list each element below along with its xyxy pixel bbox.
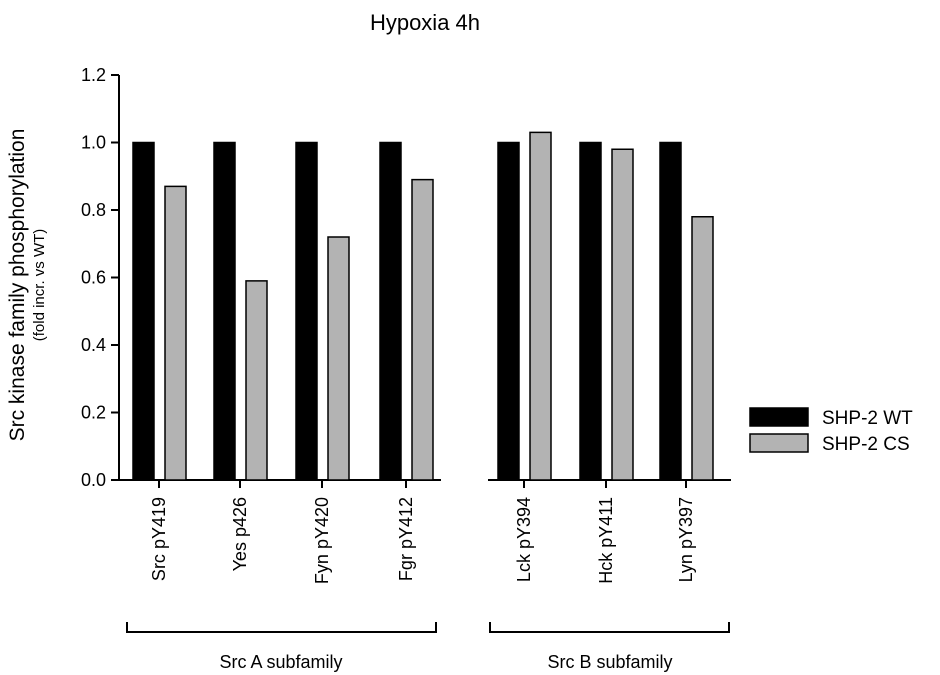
bar-shp2-cs xyxy=(164,185,187,481)
y-tick-label: 0.8 xyxy=(81,200,106,220)
bar-shp2-wt xyxy=(132,141,155,481)
x-axis xyxy=(119,479,731,488)
legend-label: SHP-2 CS xyxy=(822,434,910,455)
bar-shp2-cs xyxy=(327,236,350,481)
bar-shp2-wt xyxy=(659,141,682,481)
y-axis-sublabel: (fold incr. vs WT) xyxy=(31,229,48,342)
bar-shp2-wt xyxy=(295,141,318,481)
group-label: Src B subfamily xyxy=(547,652,672,672)
bar-shp2-wt xyxy=(579,141,602,481)
x-tick-label: Src pY419 xyxy=(149,497,169,581)
x-tick-labels: Src pY419 Yes p426 Fyn pY420 Fgr pY412 Lck p… xyxy=(149,497,696,584)
x-tick-label: Lck pY394 xyxy=(514,497,534,582)
bar-shp2-wt xyxy=(213,141,236,481)
bar-shp2-wt xyxy=(379,141,402,481)
y-tick-label: 0.4 xyxy=(81,335,106,355)
chart-title: Hypoxia 4h xyxy=(370,10,480,35)
bar-shp2-cs xyxy=(411,178,434,481)
y-tick-label: 0.2 xyxy=(81,403,106,423)
subfamily-brackets: Src A subfamily Src B subfamily xyxy=(126,622,730,672)
x-tick-label: Fyn pY420 xyxy=(312,497,332,584)
x-tick-label: Lyn pY397 xyxy=(676,497,696,582)
x-tick-label: Hck pY411 xyxy=(596,497,616,584)
bar-shp2-cs xyxy=(611,148,634,481)
bars xyxy=(132,131,714,481)
legend: SHP-2 WT SHP-2 CS xyxy=(749,407,913,455)
y-tick-label: 1.2 xyxy=(81,65,106,85)
bar-shp2-wt xyxy=(497,141,520,481)
group-bracket xyxy=(489,622,730,633)
y-tick-label: 1.0 xyxy=(81,133,106,153)
y-axis-label: Src kinase family phosphorylation xyxy=(6,129,29,442)
group-label: Src A subfamily xyxy=(219,652,342,672)
group-bracket xyxy=(126,622,437,633)
bar-shp2-cs xyxy=(529,131,552,481)
legend-swatch xyxy=(749,433,809,453)
y-tick-label: 0.6 xyxy=(81,268,106,288)
y-axis: 0.0 0.2 0.4 0.6 0.8 1.0 1.2 xyxy=(81,65,120,490)
y-tick-label: 0.0 xyxy=(81,470,106,490)
legend-swatch xyxy=(749,407,809,427)
x-tick-label: Yes p426 xyxy=(230,497,250,571)
x-tick-label: Fgr pY412 xyxy=(396,497,416,581)
y-axis-title: Src kinase family phosphorylation (fold … xyxy=(6,129,48,442)
bar-shp2-cs xyxy=(691,216,714,481)
bar-shp2-cs xyxy=(245,280,268,481)
legend-label: SHP-2 WT xyxy=(822,408,913,429)
